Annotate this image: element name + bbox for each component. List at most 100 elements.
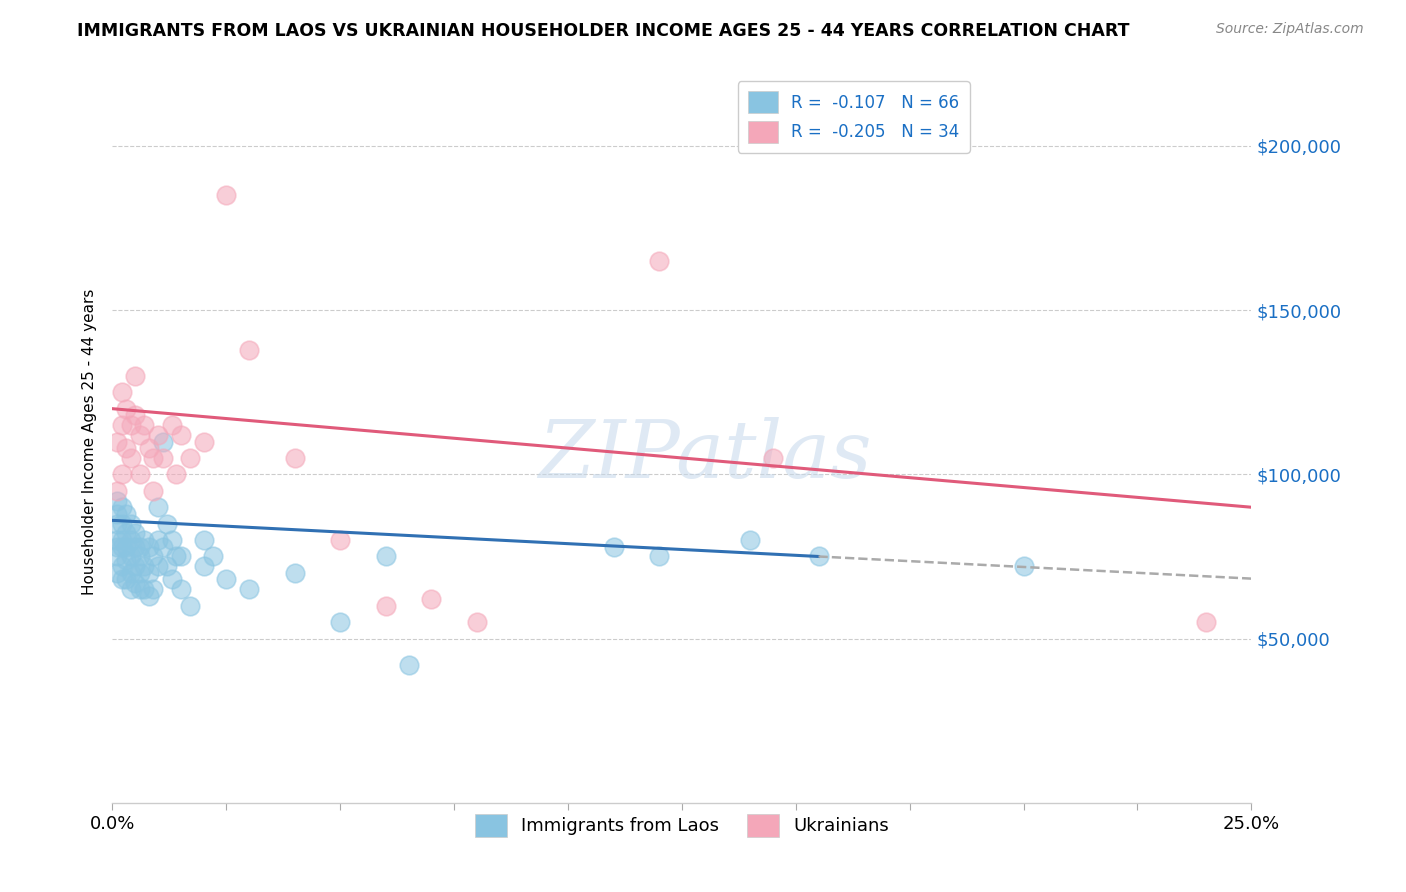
Point (142, 582, 165, 597)
Point (165, 549, 187, 564)
Point (156, 516, 179, 531)
Point (152, 540, 174, 554)
Point (1195, 615, 1218, 630)
Point (238, 582, 260, 597)
Point (115, 526, 138, 541)
Point (120, 450, 142, 465)
Point (128, 566, 150, 580)
Point (138, 589, 160, 603)
Legend: Immigrants from Laos, Ukrainians: Immigrants from Laos, Ukrainians (467, 806, 897, 845)
Point (105, 507, 128, 521)
Point (124, 368, 146, 383)
Point (807, 549, 830, 564)
Text: Source: ZipAtlas.com: Source: ZipAtlas.com (1216, 22, 1364, 37)
Point (128, 540, 150, 554)
Point (465, 615, 488, 630)
Point (215, 188, 238, 202)
Point (648, 549, 671, 564)
Point (152, 434, 174, 449)
Point (179, 450, 201, 465)
Point (134, 559, 156, 574)
Point (124, 540, 146, 554)
Point (329, 533, 352, 547)
Y-axis label: Householder Income Ages 25 - 44 years: Householder Income Ages 25 - 44 years (82, 288, 97, 595)
Point (142, 549, 165, 564)
Point (105, 549, 128, 564)
Point (215, 573, 238, 587)
Point (134, 418, 156, 433)
Point (110, 467, 132, 482)
Point (170, 428, 193, 442)
Point (115, 573, 138, 587)
Point (146, 559, 169, 574)
Point (120, 566, 142, 580)
Point (124, 559, 146, 574)
Point (110, 418, 132, 433)
Point (124, 575, 146, 590)
Point (374, 599, 396, 613)
Point (110, 559, 132, 574)
Point (134, 533, 156, 547)
Point (329, 615, 352, 630)
Point (238, 343, 260, 357)
Point (179, 599, 201, 613)
Point (420, 592, 443, 607)
Point (115, 553, 138, 567)
Point (110, 516, 132, 531)
Point (105, 483, 128, 498)
Point (124, 409, 146, 423)
Point (128, 549, 150, 564)
Point (115, 401, 138, 416)
Point (193, 434, 215, 449)
Point (124, 526, 146, 541)
Point (740, 533, 762, 547)
Point (138, 566, 160, 580)
Point (152, 450, 174, 465)
Point (602, 540, 624, 554)
Point (170, 549, 193, 564)
Point (120, 582, 142, 597)
Point (146, 533, 169, 547)
Point (1012, 559, 1035, 574)
Point (193, 533, 215, 547)
Point (193, 559, 215, 574)
Point (398, 657, 420, 672)
Point (105, 533, 128, 547)
Point (115, 540, 138, 554)
Point (138, 441, 160, 455)
Point (374, 549, 396, 564)
Point (762, 450, 785, 465)
Point (165, 467, 187, 482)
Point (146, 428, 169, 442)
Point (110, 385, 132, 400)
Point (156, 559, 179, 574)
Point (284, 450, 307, 465)
Point (105, 434, 128, 449)
Point (160, 418, 183, 433)
Point (128, 428, 150, 442)
Point (115, 507, 138, 521)
Point (120, 549, 142, 564)
Point (142, 450, 165, 465)
Point (138, 540, 160, 554)
Point (105, 516, 128, 531)
Point (110, 573, 132, 587)
Point (134, 582, 156, 597)
Point (105, 540, 128, 554)
Point (110, 500, 132, 515)
Text: IMMIGRANTS FROM LAOS VS UKRAINIAN HOUSEHOLDER INCOME AGES 25 - 44 YEARS CORRELAT: IMMIGRANTS FROM LAOS VS UKRAINIAN HOUSEH… (77, 22, 1130, 40)
Point (201, 549, 224, 564)
Point (120, 516, 142, 531)
Point (128, 467, 150, 482)
Point (110, 533, 132, 547)
Point (160, 533, 183, 547)
Point (146, 500, 169, 515)
Point (648, 253, 671, 268)
Point (105, 493, 128, 508)
Point (142, 483, 165, 498)
Point (120, 533, 142, 547)
Point (105, 566, 128, 580)
Point (284, 566, 307, 580)
Point (120, 418, 142, 433)
Point (160, 573, 183, 587)
